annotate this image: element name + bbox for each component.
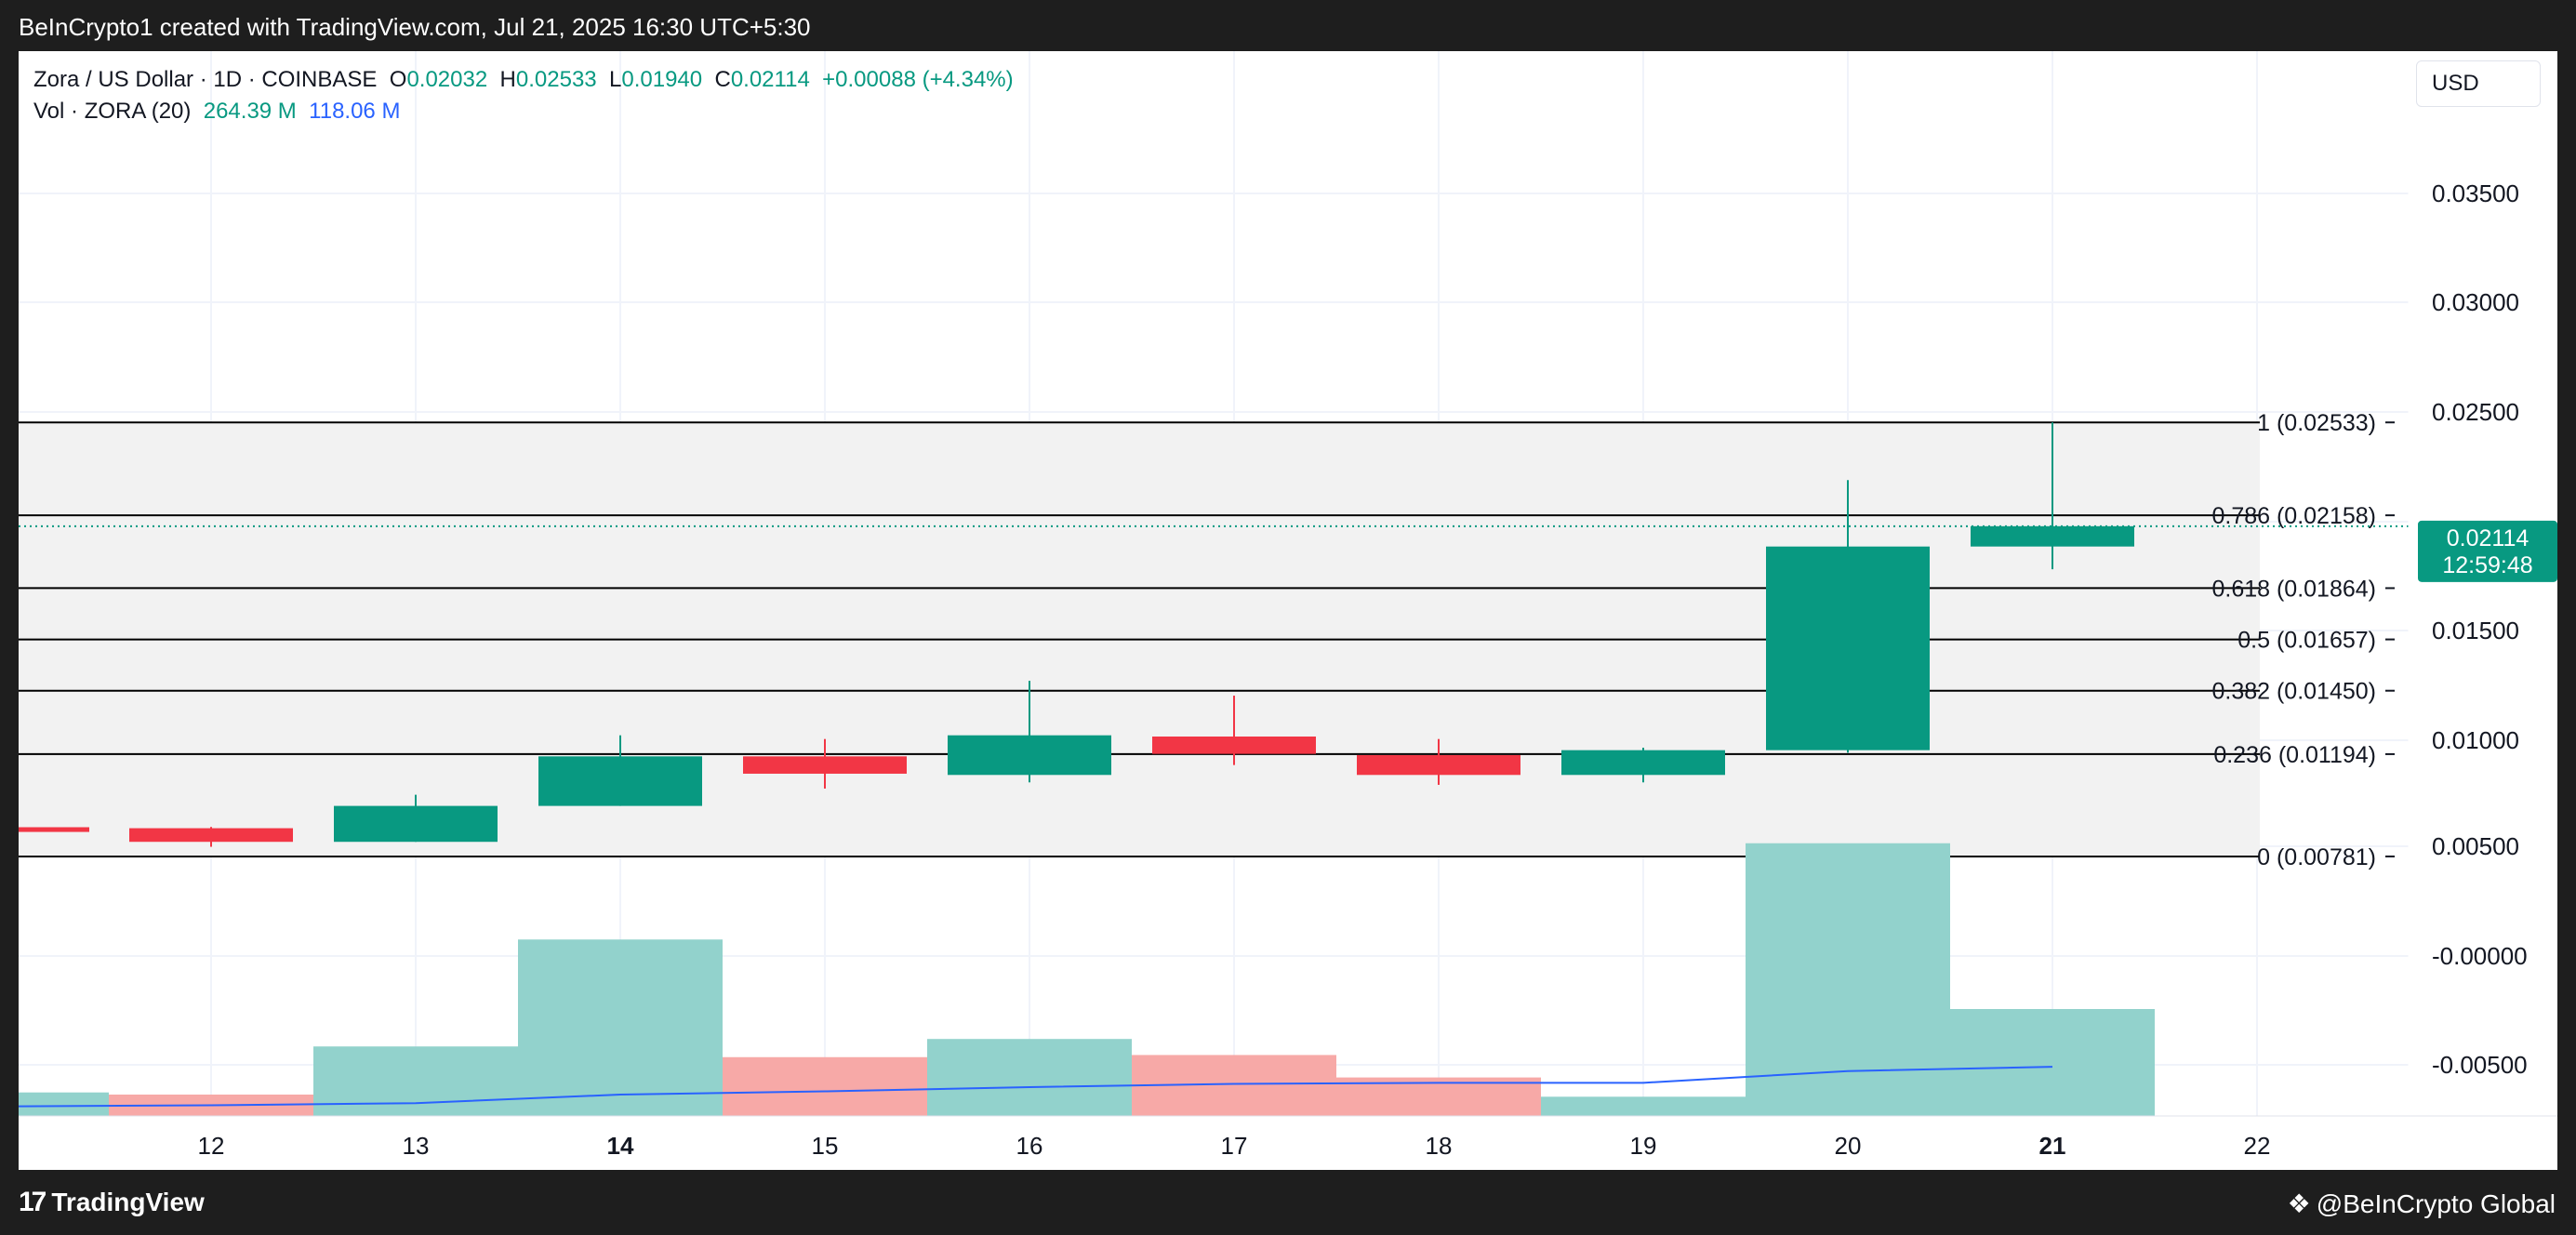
candle-body [0,827,89,832]
price-axis-label: -0.00000 [2432,942,2528,970]
volume-bars [0,843,2155,1116]
price-axis-label: -0.00500 [2432,1051,2528,1079]
time-axis-label: 19 [1630,1132,1657,1160]
price-axis-label: 0.03500 [2432,179,2519,207]
price-axis[interactable]: 0.03500 0.03000 0.02500 0.01500 0.01000 0.005… [2408,51,2557,1170]
price-axis-label: 0.03000 [2432,288,2519,316]
candle-body [1766,546,1930,750]
fib-level-label: 0 (0.00781) [2257,844,2376,870]
volume-bar [723,1056,927,1116]
time-axis-label: 13 [403,1132,430,1160]
fib-level-label: 1 (0.02533) [2257,410,2376,436]
time-axis-label: 21 [2039,1132,2066,1160]
time-axis-label: 22 [2244,1132,2271,1160]
legend-close-label: C [714,67,731,92]
price-badge-price: 0.02114 [2447,525,2530,551]
volume-bar [1950,1009,2155,1116]
candle-body [1357,754,1520,776]
time-axis-label: 12 [198,1132,225,1160]
candle-body [129,828,293,843]
chart-legend: Zora / US Dollar · 1D · COINBASE O0.0203… [33,64,1014,127]
chart-svg[interactable]: 1 (0.02533) 0.786 (0.02158) 0.618 (0.01864… [0,51,2557,1170]
fib-level-label: 0.786 (0.02158) [2211,503,2376,529]
volume-ma-line [6,1066,2053,1108]
legend-ohlc-row: Zora / US Dollar · 1D · COINBASE O0.0203… [33,64,1014,96]
fibonacci-retracement[interactable]: 1 (0.02533) 0.786 (0.02158) 0.618 (0.01864… [19,410,2409,870]
time-axis-label: 14 [607,1132,634,1160]
candle-body [743,756,907,774]
volume-bar [313,1046,518,1116]
credit: ❖ @BeInCrypto Global [2288,1189,2556,1219]
top-bar: BeInCrypto1 created with TradingView.com… [0,0,2576,51]
legend-close-value: 0.02114 [730,67,810,92]
candle-body [1152,737,1316,754]
diamond-icon: ❖ [2287,1189,2311,1218]
legend-low-value: 0.01940 [621,67,703,92]
legend-open-value: 0.02032 [406,67,488,92]
legend-volume-value: 264.39 M [203,99,297,124]
currency-button[interactable]: USD [2416,60,2541,107]
price-badge-countdown: 12:59:48 [2442,552,2532,578]
tradingview-logo-icon: 17 [19,1187,46,1217]
legend-change: +0.00088 (+4.34%) [822,67,1014,92]
credit-text: @BeInCrypto Global [2316,1189,2556,1218]
price-axis-label: 0.01000 [2432,726,2519,754]
time-axis-label: 17 [1221,1132,1248,1160]
price-axis-label: 0.00500 [2432,832,2519,860]
legend-high-value: 0.02533 [515,67,597,92]
candle-body [538,756,702,806]
time-axis-label: 20 [1835,1132,1862,1160]
volume-bar [1541,1096,1746,1116]
candle-body [1971,525,2134,547]
price-axis-label: 0.02500 [2432,398,2519,426]
time-axis-label: 16 [1016,1132,1043,1160]
bottom-bar: 17 TradingView ❖ @BeInCrypto Global [0,1170,2576,1235]
price-axis-label: 0.01500 [2432,617,2519,644]
legend-volume-row: Vol · ZORA (20) 264.39 M 118.06 M [33,96,1014,127]
legend-symbol[interactable]: Zora / US Dollar · 1D · COINBASE [33,67,378,92]
time-axis[interactable]: 12 13 14 15 16 17 18 19 20 21 22 [19,1115,2557,1160]
legend-high-label: H [499,67,516,92]
time-axis-label: 18 [1426,1132,1453,1160]
volume-bar [0,1092,109,1116]
legend-volume-ma-value: 118.06 M [309,99,401,124]
legend-open-label: O [389,67,407,92]
legend-low-label: L [609,67,622,92]
time-axis-label: 15 [812,1132,839,1160]
fib-level-label: 0.382 (0.01450) [2211,679,2376,705]
fib-level-label: 0.5 (0.01657) [2237,628,2376,654]
volume-bar [518,939,723,1116]
chart-frame[interactable]: 1 (0.02533) 0.786 (0.02158) 0.618 (0.01864… [0,51,2557,1170]
candle-body [1561,750,1725,776]
tradingview-logo[interactable]: 17 TradingView [19,1187,205,1218]
tradingview-brand: TradingView [51,1188,205,1216]
candle-body [334,805,498,843]
candlesticks [0,422,2134,847]
volume-bar [927,1039,1132,1116]
fib-level-label: 0.618 (0.01864) [2211,576,2376,602]
chart-caption: BeInCrypto1 created with TradingView.com… [19,13,811,41]
legend-volume-label[interactable]: Vol · ZORA (20) [33,99,192,124]
price-badge [2418,520,2557,582]
fib-level-label: 0.236 (0.01194) [2213,742,2376,768]
candle-body [948,735,1111,776]
